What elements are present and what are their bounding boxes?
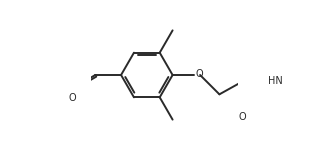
Text: O: O [239,112,246,122]
Text: O: O [68,93,76,103]
Text: HN: HN [268,76,283,86]
Text: O: O [195,69,203,79]
